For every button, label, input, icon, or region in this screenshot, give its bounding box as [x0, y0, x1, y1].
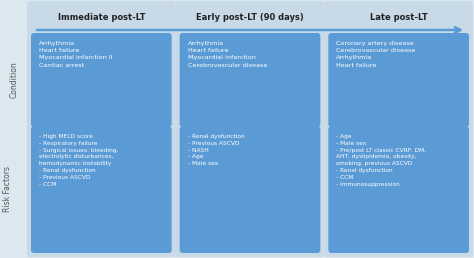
FancyBboxPatch shape — [176, 1, 324, 257]
FancyBboxPatch shape — [328, 126, 469, 253]
Text: Risk Factors: Risk Factors — [3, 166, 12, 213]
FancyBboxPatch shape — [31, 126, 172, 253]
Text: Immediate post-LT: Immediate post-LT — [57, 13, 145, 22]
FancyBboxPatch shape — [180, 126, 320, 253]
FancyBboxPatch shape — [180, 33, 320, 127]
Text: - High MELD score
- Respiratory failure
- Surgical issues: bleeding,
electrolyti: - High MELD score - Respiratory failure … — [39, 134, 118, 187]
FancyBboxPatch shape — [328, 33, 469, 127]
Text: - Renal dysfunction
- Previous ASCVD
- NASH
- Age
- Male sex: - Renal dysfunction - Previous ASCVD - N… — [188, 134, 244, 166]
FancyBboxPatch shape — [324, 1, 473, 257]
Text: Coronary artery disease
Cerebrovascular disease
Arrhythmia
Heart failure: Coronary artery disease Cerebrovascular … — [337, 41, 416, 68]
Text: Arrhythmia
Heart failure
Myocardial infarction II
Cardiac arrest: Arrhythmia Heart failure Myocardial infa… — [39, 41, 113, 68]
Text: Condition: Condition — [9, 62, 18, 98]
Text: Early post-LT (90 days): Early post-LT (90 days) — [196, 13, 304, 22]
Text: Arrhythmia
Heart failure
Myocardial infarction
Cerebrovascular disease: Arrhythmia Heart failure Myocardial infa… — [188, 41, 267, 68]
Text: Late post-LT: Late post-LT — [370, 13, 428, 22]
FancyBboxPatch shape — [31, 33, 172, 127]
FancyBboxPatch shape — [27, 1, 176, 257]
Text: - Age
- Male sex
- Pre/post LT classic CVRF: DM,
AHT, dyslipidemia, obesity,
smo: - Age - Male sex - Pre/post LT classic C… — [337, 134, 426, 187]
